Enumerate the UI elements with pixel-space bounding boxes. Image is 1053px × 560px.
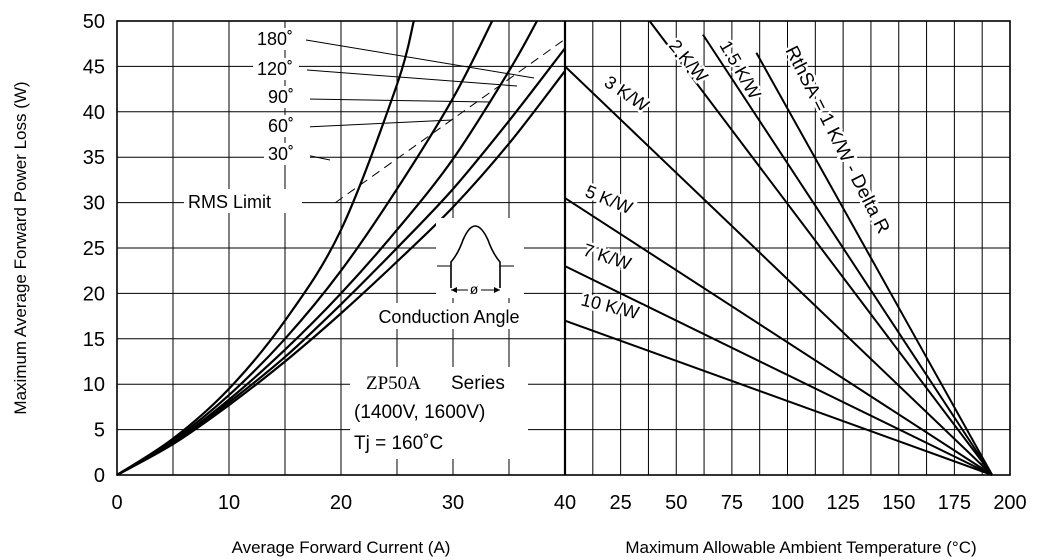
line-1-5-kw <box>702 34 994 476</box>
voltage-rating: (1400V, 1600V) <box>354 402 485 423</box>
label-knockout <box>264 115 310 137</box>
line-10-kw <box>564 319 993 476</box>
curve-120 <box>116 20 494 476</box>
line-rthsa-1 <box>755 52 994 476</box>
thermal-resistance-label: 5 K/W <box>583 181 636 218</box>
x-tick-label-current: 20 <box>330 492 352 514</box>
x-axis-title-current: Average Forward Current (A) <box>232 538 451 557</box>
angle-label: 30˚ <box>268 144 294 164</box>
thermal-resistance-label: 2 K/W <box>665 36 712 86</box>
y-tick-label: 45 <box>83 56 105 78</box>
grid-layer <box>117 21 1010 475</box>
part-number: ZP50A <box>366 373 421 394</box>
curve-180 <box>116 20 415 476</box>
line-2-kw <box>648 20 993 476</box>
half-wave-shape <box>450 225 501 288</box>
y-tick-label: 50 <box>83 11 105 33</box>
x-tick-label-current: 0 <box>111 492 122 514</box>
angle-label: 120˚ <box>257 59 293 79</box>
curve-30 <box>116 70 566 476</box>
y-tick-label: 25 <box>83 238 105 260</box>
line-7-kw <box>564 265 993 476</box>
conduction-angle-icon: ø <box>436 218 524 298</box>
label-knockout <box>184 189 302 213</box>
conduction-label-bg <box>362 303 536 329</box>
phi-knockout <box>468 281 481 297</box>
y-tick-label: 15 <box>83 329 105 351</box>
thermal-resistance-label: 10 K/W <box>579 289 641 323</box>
thermal-resistance-label: RthSA = 1 K/W - Delta R <box>781 43 894 237</box>
curve-60 <box>116 47 566 476</box>
x-tick-label-temperature: 200 <box>993 492 1026 514</box>
label-knockout <box>253 58 299 80</box>
plot-border <box>116 20 1011 476</box>
line-3-kw <box>564 65 993 476</box>
junction-temperature: Tj = 160˚C <box>354 433 443 454</box>
line-5-kw <box>564 197 993 476</box>
annotation-layer: ø Conduction Angle ZP50A Series (1400V, … <box>350 218 536 459</box>
arrow-heads <box>451 287 500 293</box>
angle-label: 180˚ <box>257 29 293 49</box>
x-tick-label-temperature: 75 <box>721 492 743 514</box>
x-tick-label-current: 30 <box>442 492 464 514</box>
label-knockout <box>264 86 310 108</box>
label-knockout <box>253 28 299 50</box>
x-tick-label-temperature: 125 <box>826 492 859 514</box>
angle-label: 90˚ <box>268 87 294 107</box>
x-tick-label-temperature: 150 <box>882 492 915 514</box>
angle-leader-line <box>305 39 535 79</box>
tick-layer: 0 5 10 15 20 25 30 35 40 45 50 0 10 20 30 40 25 50 75 100 12… <box>11 11 1027 557</box>
y-tick-label: 20 <box>83 283 105 305</box>
x-tick-label-temperature: 25 <box>610 492 632 514</box>
x-tick-label-current: 10 <box>218 492 240 514</box>
conduction-angle-label: Conduction Angle <box>378 307 519 327</box>
phi-label: ø <box>470 281 479 297</box>
y-tick-label: 35 <box>83 147 105 169</box>
label-knockout <box>264 143 310 165</box>
y-tick-label: 5 <box>94 420 105 442</box>
y-tick-label: 30 <box>83 193 105 215</box>
y-tick-label: 40 <box>83 102 105 124</box>
angle-leader-line <box>306 98 491 103</box>
x-tick-label-temperature: 175 <box>938 492 971 514</box>
x-tick-label-temperature: 100 <box>771 492 804 514</box>
series-word: Series <box>451 373 505 394</box>
y-axis-title: Maximum Average Forward Power Loss (W) <box>11 81 30 414</box>
x-axis-title-temperature: Maximum Allowable Ambient Temperature (°… <box>625 538 976 557</box>
rms-limit-label: RMS Limit <box>188 192 271 212</box>
part-info-bg <box>350 367 528 459</box>
angle-label: 60˚ <box>268 116 294 136</box>
y-tick-label: 0 <box>94 465 105 487</box>
angle-leader-line <box>305 119 453 128</box>
plot-frame <box>116 20 1011 476</box>
x-tick-label-current: 40 <box>554 492 576 514</box>
y-tick-label: 10 <box>83 374 105 396</box>
curve-layer <box>116 20 994 476</box>
thermal-resistance-label: 7 K/W <box>581 240 634 274</box>
angle-leader-line <box>306 69 518 87</box>
rms-limit-line <box>335 38 566 204</box>
x-tick-label-temperature: 50 <box>665 492 687 514</box>
